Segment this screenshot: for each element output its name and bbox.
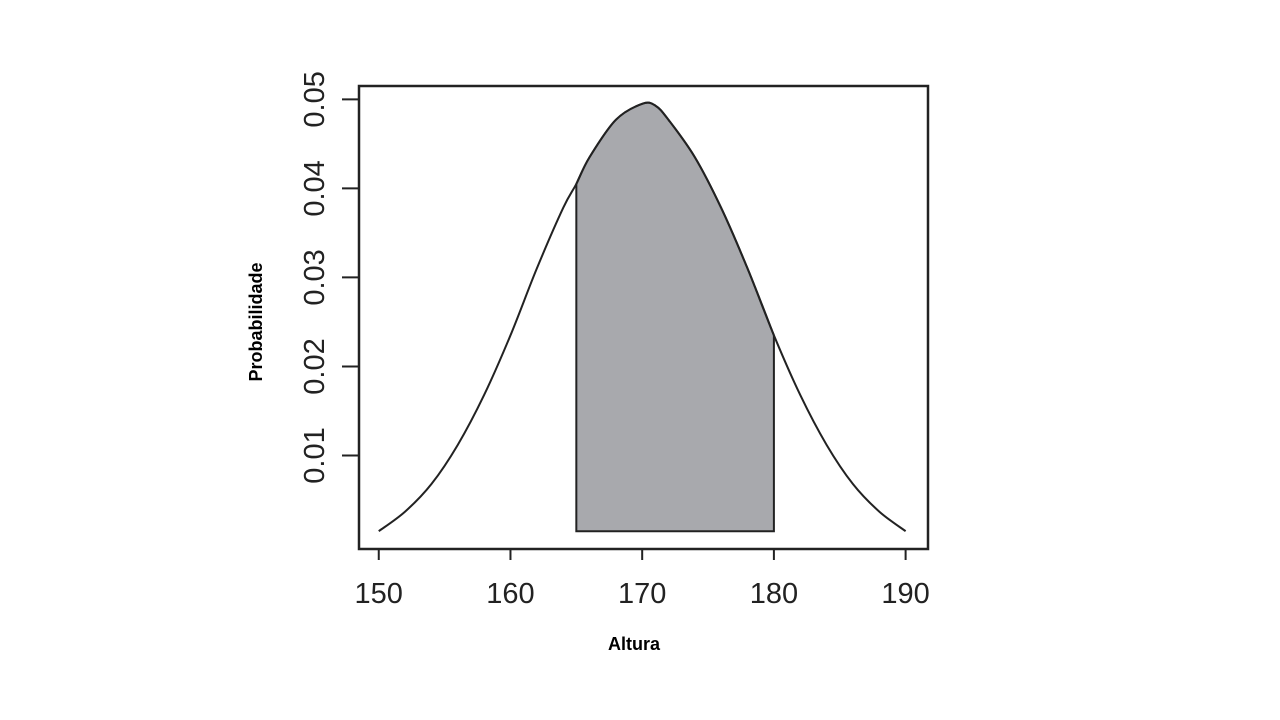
y-tick-label: 0.02 [299,338,331,394]
x-tick-label: 180 [750,578,798,610]
y-axis: 0.01 0.02 0.03 0.04 0.05 [299,71,359,484]
plot-frame [357,84,930,551]
y-tick-label: 0.05 [299,71,331,127]
shaded-area-group [575,101,775,533]
y-tick-label: 0.01 [299,427,331,483]
y-tick-label: 0.03 [299,249,331,305]
y-tick-label: 0.04 [299,160,331,216]
y-axis-title: Probabilidade [246,262,266,381]
density-curve-group [378,101,907,532]
density-curve [378,101,907,532]
x-tick-label: 150 [355,578,403,610]
x-axis-title: Altura [608,634,661,654]
shaded-probability-area [575,101,775,533]
x-axis: 150 160 170 180 190 [355,549,930,610]
x-tick-label: 160 [486,578,534,610]
x-tick-label: 170 [618,578,666,610]
x-tick-label: 190 [881,578,929,610]
